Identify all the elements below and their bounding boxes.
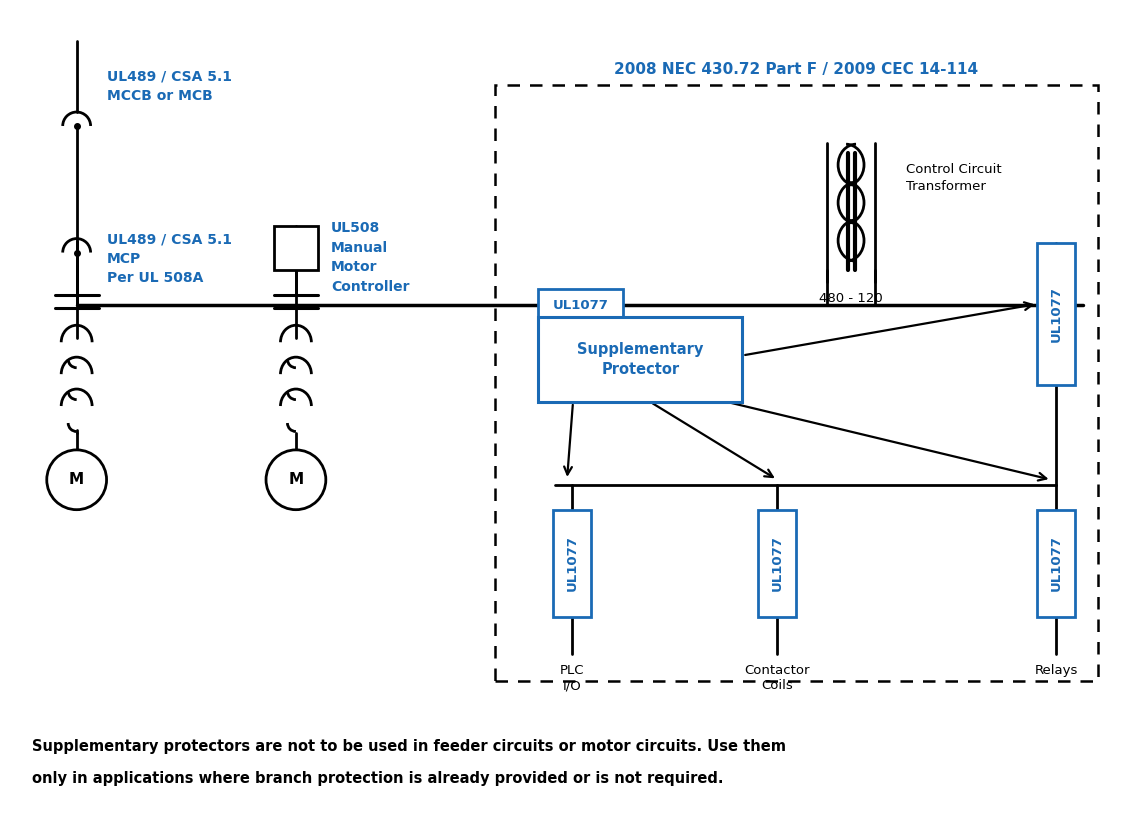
Text: UL489 / CSA 5.1
MCCB or MCB: UL489 / CSA 5.1 MCCB or MCB: [106, 70, 231, 103]
Text: UL1077: UL1077: [553, 299, 609, 312]
Text: UL1077: UL1077: [1050, 535, 1063, 592]
Bar: [538, 317, 742, 402]
Text: UL489 / CSA 5.1
MCP
Per UL 508A: UL489 / CSA 5.1 MCP Per UL 508A: [106, 232, 231, 285]
Text: Supplementary
Protector: Supplementary Protector: [577, 342, 704, 377]
Bar: [758, 510, 796, 618]
Bar: [495, 85, 1098, 681]
Text: 480 - 120: 480 - 120: [819, 292, 883, 305]
Text: UL1077: UL1077: [565, 535, 579, 592]
Text: Relays: Relays: [1034, 664, 1078, 677]
Circle shape: [267, 450, 326, 510]
Circle shape: [47, 450, 106, 510]
Text: Control Circuit
Transformer: Control Circuit Transformer: [906, 163, 1001, 193]
Text: Supplementary protectors are not to be used in feeder circuits or motor circuits: Supplementary protectors are not to be u…: [32, 740, 786, 754]
Text: M: M: [288, 472, 303, 487]
Bar: [1038, 510, 1075, 618]
Bar: [553, 510, 591, 618]
Text: UL508
Manual
Motor
Controller: UL508 Manual Motor Controller: [331, 222, 410, 294]
Text: only in applications where branch protection is already provided or is not requi: only in applications where branch protec…: [32, 771, 723, 786]
Text: UL1077: UL1077: [1050, 286, 1063, 342]
Text: 2008 NEC 430.72 Part F / 2009 CEC 14-114: 2008 NEC 430.72 Part F / 2009 CEC 14-114: [614, 61, 978, 76]
Bar: [275, 226, 318, 271]
Text: PLC
I/O: PLC I/O: [559, 664, 585, 692]
Bar: [1038, 242, 1075, 385]
Text: M: M: [69, 472, 85, 487]
Bar: [538, 290, 622, 321]
Text: Contactor
Coils: Contactor Coils: [745, 664, 810, 692]
Text: UL1077: UL1077: [771, 535, 784, 592]
